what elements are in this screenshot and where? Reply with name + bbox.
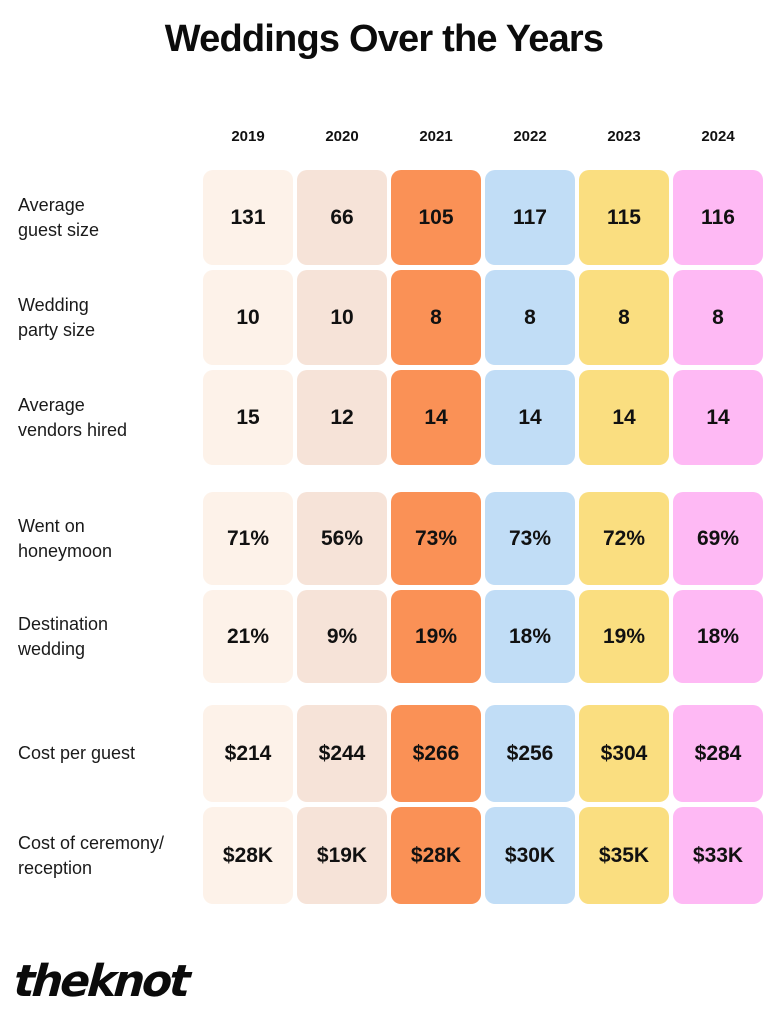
row-label: Cost of ceremony/ reception — [18, 832, 165, 878]
table-cell: $33K — [673, 807, 763, 904]
table-cell: 21% — [203, 590, 293, 683]
table-cell: 9% — [297, 590, 387, 683]
table-cell: 15 — [203, 370, 293, 465]
year-label-2019: 2019 — [231, 128, 265, 145]
year-label-2022: 2022 — [513, 128, 547, 145]
theknot-logo: the knot — [12, 956, 190, 1007]
table-cell: $28K — [203, 807, 293, 904]
table-cell: 19% — [579, 590, 669, 683]
table-cell: 8 — [485, 270, 575, 365]
year-label-2020: 2020 — [325, 128, 359, 145]
table-cell: 18% — [485, 590, 575, 683]
table-cell: $304 — [579, 705, 669, 802]
table-cell: 14 — [391, 370, 481, 465]
row-label: Average vendors hired — [18, 394, 128, 440]
table-cell: 105 — [391, 170, 481, 265]
table-cell: $244 — [297, 705, 387, 802]
table-cell: 115 — [579, 170, 669, 265]
section-costs: Cost per guest $214 $244 $266 $256 $304 $284 Co… — [18, 705, 763, 904]
table-cell: 18% — [673, 590, 763, 683]
table-cell: $214 — [203, 705, 293, 802]
year-label-2023: 2023 — [607, 128, 641, 145]
row-label: Wedding party size — [18, 294, 96, 340]
table-cell: 73% — [391, 492, 481, 585]
page-title: Weddings Over the Years — [164, 18, 604, 60]
year-label-2021: 2021 — [419, 128, 453, 145]
table-cell: $284 — [673, 705, 763, 802]
table-cell: 14 — [579, 370, 669, 465]
year-header-spacer — [18, 128, 199, 145]
table-cell: 19% — [391, 590, 481, 683]
table-cell: 8 — [673, 270, 763, 365]
table-cell: 72% — [579, 492, 669, 585]
year-header-row: 2019 2020 2021 2022 2023 2024 — [18, 128, 763, 145]
table-cell: 131 — [203, 170, 293, 265]
table-cell: $256 — [485, 705, 575, 802]
table-cell: $266 — [391, 705, 481, 802]
row-label: Cost per guest — [18, 743, 136, 763]
table-cell: 71% — [203, 492, 293, 585]
section-wedding-stats: Average guest size 131 66 105 117 115 116 Weddi… — [18, 170, 763, 465]
table-cell: 10 — [297, 270, 387, 365]
row-label: Destination wedding — [18, 613, 109, 659]
table-cell: 14 — [485, 370, 575, 465]
table-cell: $35K — [579, 807, 669, 904]
table-cell: 8 — [391, 270, 481, 365]
table-cell: 66 — [297, 170, 387, 265]
table-cell: 10 — [203, 270, 293, 365]
table-cell: 14 — [673, 370, 763, 465]
table-cell: 69% — [673, 492, 763, 585]
year-label-2024: 2024 — [701, 128, 735, 145]
row-label: Went on honeymoon — [18, 515, 113, 561]
row-label: Average guest size — [18, 194, 100, 240]
table-cell: $30K — [485, 807, 575, 904]
table-cell: 73% — [485, 492, 575, 585]
table-cell: 8 — [579, 270, 669, 365]
table-cell: $19K — [297, 807, 387, 904]
table-cell: 116 — [673, 170, 763, 265]
section-honeymoon-destination: Went on honeymoon 71% 56% 73% 73% 72% 69% Desti… — [18, 492, 763, 683]
table-cell: $28K — [391, 807, 481, 904]
table-cell: 56% — [297, 492, 387, 585]
table-cell: 117 — [485, 170, 575, 265]
table-cell: 12 — [297, 370, 387, 465]
